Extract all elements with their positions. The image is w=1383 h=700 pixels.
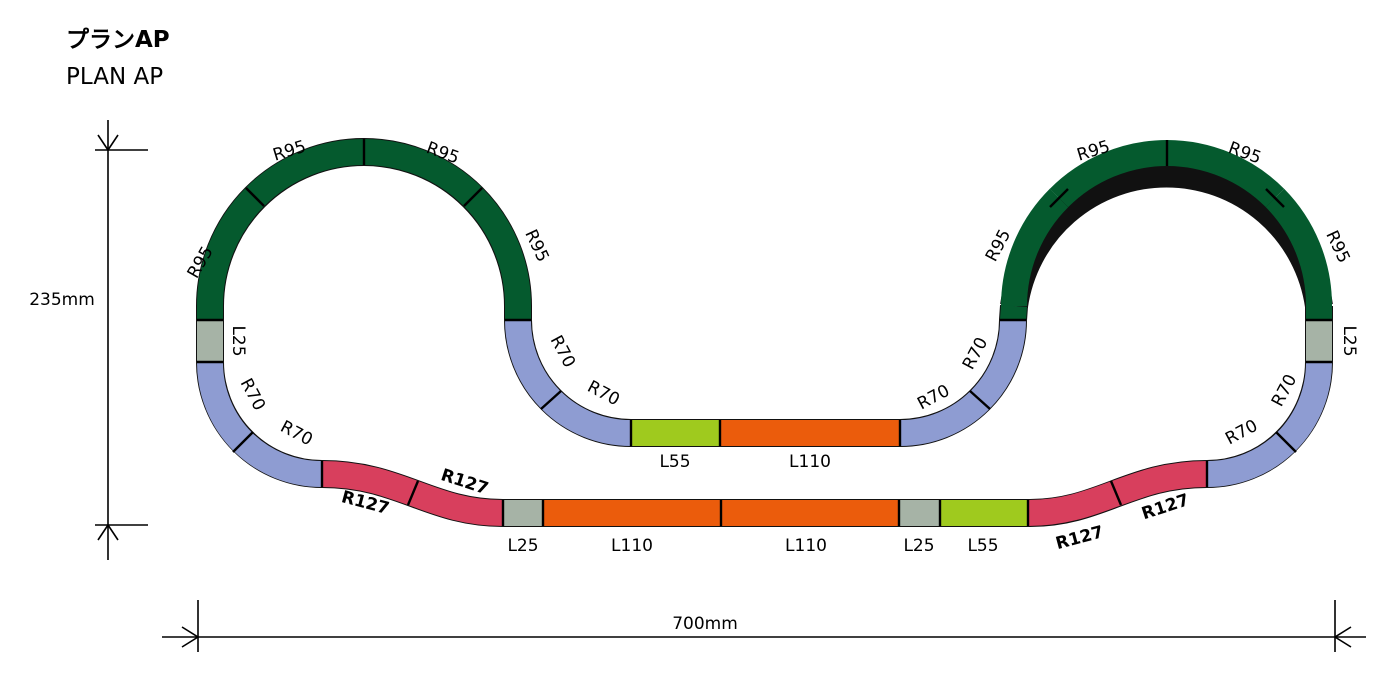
label-center-l55: L55 (659, 452, 690, 472)
track-right-r95-4 (1265, 188, 1333, 307)
track-center-r70-left-1 (504, 319, 561, 410)
track-right-r95-1 (1001, 188, 1069, 307)
label-bottom-l55: L55 (967, 536, 998, 556)
track-center-r95-ext-right (1000, 305, 1027, 321)
track-left-r95-4 (463, 187, 532, 307)
label-bottom-r127-right-1: R127 (1054, 522, 1106, 554)
label-right-r70-2: R70 (1222, 416, 1261, 449)
label-left-l25: L25 (228, 325, 248, 356)
label-left-r70-2: R70 (277, 417, 316, 450)
label-center-r70-left-1: R70 (546, 332, 579, 371)
track-left-r70-1 (196, 361, 253, 452)
width-dimension-label: 700mm (672, 614, 738, 634)
track-right-r70-1 (1276, 361, 1333, 452)
track-left-r95-3 (363, 138, 483, 207)
track-center-r70-right-1 (899, 390, 990, 447)
track-right-r70-2 (1206, 432, 1296, 488)
label-right-r95-4: R95 (1321, 228, 1353, 267)
height-dimension (95, 120, 148, 560)
track-left-r95-1 (196, 187, 265, 307)
plan-title-en: PLAN AP (66, 64, 164, 90)
track-right-r95-3 (1166, 140, 1285, 208)
track-bottom-r127-left (321, 461, 504, 526)
height-dimension-label: 235mm (29, 290, 95, 310)
track-left-r70-2 (233, 432, 323, 488)
label-right-l25: L25 (1339, 325, 1359, 356)
label-center-l110: L110 (789, 452, 831, 472)
label-bottom-l110-a: L110 (611, 536, 653, 556)
track-outline (196, 138, 1333, 527)
track-center-r70-right-2 (970, 319, 1027, 410)
track-center-r70-left-2 (541, 390, 632, 447)
track-joints (197, 139, 1332, 526)
label-center-r70-left-2: R70 (584, 377, 623, 410)
track-right-r95-2 (1049, 140, 1168, 208)
label-bottom-l110-b: L110 (785, 536, 827, 556)
label-bottom-l25-a: L25 (507, 536, 538, 556)
label-left-r70-1: R70 (236, 375, 269, 414)
plan-title-jp: プランAP (66, 27, 170, 53)
label-bottom-l25-b: L25 (903, 536, 934, 556)
track-left-r95-2 (245, 138, 365, 207)
width-dimension (162, 600, 1366, 652)
